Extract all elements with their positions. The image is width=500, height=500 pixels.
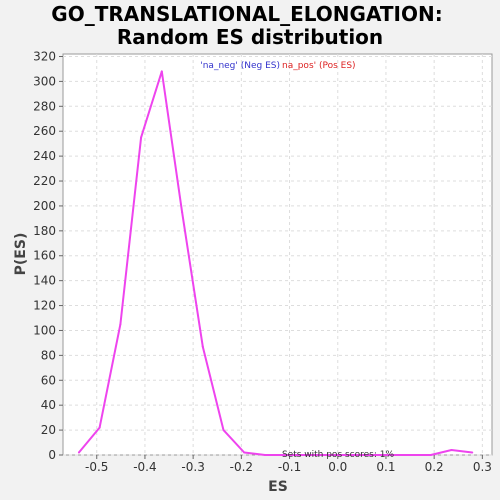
data-point — [263, 454, 266, 456]
y-tick-label: 0 — [48, 448, 56, 462]
data-point — [140, 136, 143, 139]
data-point — [98, 426, 101, 429]
data-point — [409, 454, 412, 456]
data-point — [429, 454, 432, 456]
x-axis-label: ES — [268, 479, 288, 495]
legend-neg-label: 'na_neg' (Neg ES) — [200, 61, 280, 71]
x-tick-label: -0.1 — [278, 460, 301, 474]
y-tick-label: 300 — [33, 74, 56, 88]
y-tick-label: 160 — [33, 249, 56, 263]
y-tick-label: 260 — [33, 124, 56, 138]
data-point — [367, 454, 370, 456]
x-tick-label: 0.1 — [376, 460, 395, 474]
x-tick-label: -0.2 — [230, 460, 253, 474]
y-tick-label: 80 — [41, 348, 56, 362]
y-tick-label: 180 — [33, 224, 56, 238]
x-tick-label: 0.0 — [328, 460, 347, 474]
tick-marks — [59, 55, 483, 459]
data-point — [284, 454, 287, 456]
data-point — [243, 451, 246, 454]
y-tick-label: 320 — [33, 49, 56, 63]
data-point — [181, 211, 184, 214]
data-point — [326, 454, 329, 456]
y-tick-label: 280 — [33, 99, 56, 113]
series-layer — [77, 70, 474, 456]
grid — [63, 54, 492, 456]
y-tick-label: 20 — [41, 423, 56, 437]
data-point — [388, 454, 391, 456]
y-tick-label: 60 — [41, 373, 56, 387]
legend-pos-label: na_pos' (Pos ES) — [282, 61, 356, 71]
y-tick-label: 140 — [33, 274, 56, 288]
pos-scores-annotation: Sets with pos scores: 1% — [282, 450, 395, 460]
chart-title-line2: Random ES distribution — [117, 25, 383, 49]
chart-title-line1: GO_TRANSLATIONAL_ELONGATION: — [51, 2, 442, 26]
y-tick-label: 220 — [33, 174, 56, 188]
x-tick-label: -0.3 — [181, 460, 204, 474]
data-point — [222, 429, 225, 432]
y-tick-label: 40 — [41, 398, 56, 412]
y-tick-label: 100 — [33, 323, 56, 337]
data-point — [305, 454, 308, 456]
x-tick-label: 0.2 — [425, 460, 444, 474]
y-tick-label: 240 — [33, 149, 56, 163]
y-tick-label: 200 — [33, 199, 56, 213]
tick-labels: 0 20 40 60 80 100 120 140 160 180 200 220 240 260 280 3… — [33, 49, 492, 474]
data-point — [346, 454, 349, 456]
data-point — [119, 323, 122, 326]
data-point — [77, 451, 80, 454]
y-axis-label: P(ES) — [13, 233, 29, 276]
data-point — [160, 70, 163, 73]
data-point — [201, 345, 204, 348]
plot-area — [62, 53, 493, 456]
y-tick-label: 120 — [33, 299, 56, 313]
data-point — [471, 451, 474, 454]
series-line — [78, 70, 473, 456]
x-tick-label: 0.3 — [473, 460, 492, 474]
data-point — [450, 449, 453, 452]
x-tick-label: -0.4 — [133, 460, 156, 474]
x-tick-label: -0.5 — [85, 460, 108, 474]
